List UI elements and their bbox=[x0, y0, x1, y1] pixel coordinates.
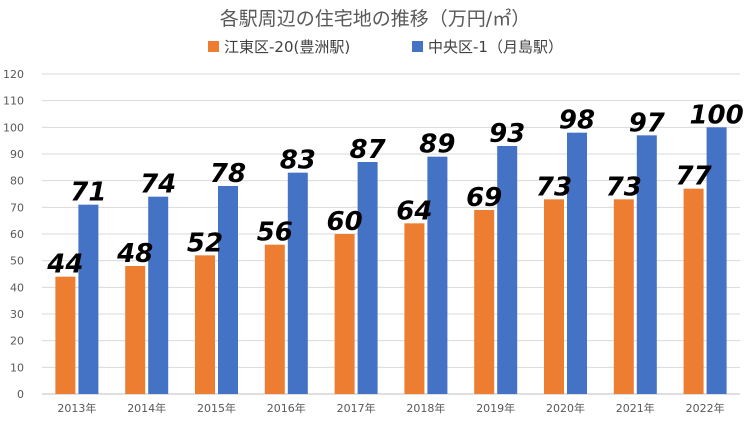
x-tick-label: 2017年 bbox=[337, 401, 376, 415]
bar-chuo bbox=[706, 127, 727, 394]
bar-chuo bbox=[357, 162, 378, 394]
x-tick-label: 2021年 bbox=[616, 401, 655, 415]
x-tick-label: 2022年 bbox=[686, 401, 725, 415]
data-label: 73 bbox=[536, 172, 572, 202]
data-label: 71 bbox=[70, 178, 106, 208]
y-tick-label: 70 bbox=[10, 201, 24, 214]
data-label: 78 bbox=[210, 159, 246, 189]
x-tick-label: 2020年 bbox=[546, 401, 585, 415]
bar-koto bbox=[613, 199, 634, 394]
y-tick-label: 50 bbox=[10, 255, 24, 268]
x-tick-label: 2019年 bbox=[476, 401, 515, 415]
bar-chuo bbox=[148, 196, 169, 394]
data-label: 48 bbox=[116, 239, 153, 269]
x-axis-ticks: 2013年 2014年 2015年 2016年 2017年 2018年 2019年 2020年… bbox=[57, 401, 724, 415]
data-label: 60 bbox=[327, 207, 363, 237]
y-tick-label: 30 bbox=[10, 308, 24, 321]
bar-koto bbox=[55, 276, 76, 394]
y-tick-label: 110 bbox=[3, 95, 24, 108]
y-tick-label: 10 bbox=[10, 361, 24, 374]
y-tick-label: 60 bbox=[10, 228, 24, 241]
bar-chuo bbox=[287, 172, 308, 394]
bar-chuo bbox=[427, 156, 448, 394]
legend: 江東区-20(豊洲駅) 中央区-1（月島駅） bbox=[208, 38, 563, 56]
bar-koto bbox=[125, 266, 146, 394]
bars bbox=[55, 127, 727, 395]
data-label: 64 bbox=[396, 196, 432, 226]
bar-koto bbox=[683, 188, 704, 394]
bar-koto bbox=[474, 210, 495, 394]
data-label: 77 bbox=[676, 162, 713, 192]
y-tick-label: 100 bbox=[3, 121, 24, 134]
data-label: 56 bbox=[257, 218, 293, 248]
y-tick-label: 20 bbox=[10, 335, 24, 348]
legend-label-koto: 江東区-20(豊洲駅) bbox=[224, 38, 350, 56]
y-tick-label: 80 bbox=[10, 175, 24, 188]
x-tick-label: 2013年 bbox=[57, 401, 96, 415]
y-tick-label: 0 bbox=[17, 388, 24, 401]
data-label: 93 bbox=[489, 119, 525, 149]
y-axis-ticks: 0 10 20 30 40 50 60 70 80 90 100 110 120 bbox=[3, 68, 24, 401]
data-label: 52 bbox=[187, 228, 223, 258]
data-label: 89 bbox=[419, 130, 455, 160]
data-labels: 44 71 48 74 52 78 56 83 60 87 64 89 69 93 73 98 73 97 77 10… bbox=[46, 100, 743, 279]
bar-koto bbox=[544, 199, 564, 394]
y-tick-label: 40 bbox=[10, 281, 24, 294]
data-label: 74 bbox=[140, 170, 176, 200]
y-tick-label: 90 bbox=[10, 148, 24, 161]
data-label: 100 bbox=[689, 100, 743, 130]
data-label: 97 bbox=[629, 108, 666, 138]
bar-koto bbox=[334, 234, 355, 394]
bar-chuo bbox=[218, 186, 238, 394]
y-tick-label: 120 bbox=[3, 68, 24, 81]
bar-chuo bbox=[567, 132, 587, 394]
legend-swatch-chuo bbox=[412, 41, 423, 52]
data-label: 69 bbox=[466, 183, 502, 213]
x-tick-label: 2014年 bbox=[127, 401, 166, 415]
legend-label-chuo: 中央区-1（月島駅） bbox=[428, 38, 563, 56]
x-tick-label: 2016年 bbox=[267, 401, 306, 415]
bar-koto bbox=[404, 223, 425, 394]
legend-swatch-koto bbox=[208, 41, 219, 52]
chart-title: 各駅周辺の住宅地の推移（万円/㎡） bbox=[220, 7, 530, 30]
bar-chuo bbox=[636, 135, 657, 395]
bar-chuo bbox=[497, 146, 518, 394]
data-label: 73 bbox=[606, 172, 642, 202]
data-label: 44 bbox=[46, 250, 83, 280]
bar-koto bbox=[195, 255, 215, 394]
bar-koto bbox=[264, 244, 285, 394]
x-tick-label: 2018年 bbox=[406, 401, 445, 415]
data-label: 83 bbox=[280, 146, 316, 176]
data-label: 87 bbox=[350, 135, 387, 165]
data-label: 98 bbox=[559, 106, 595, 136]
x-tick-label: 2015年 bbox=[197, 401, 236, 415]
bar-chuo bbox=[78, 204, 99, 394]
